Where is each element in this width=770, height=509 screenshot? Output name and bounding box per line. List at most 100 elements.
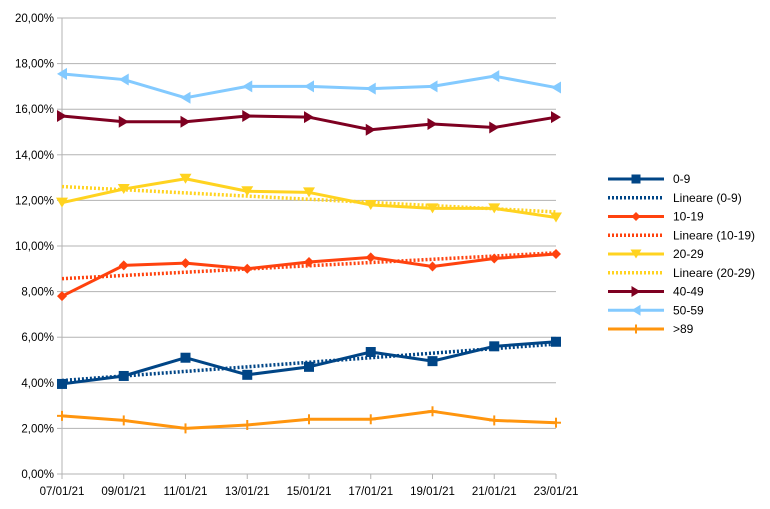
legend-label: 20-29: [673, 247, 704, 261]
series-line: [61, 177, 557, 219]
marker-triangle-right: [304, 111, 314, 124]
series: [57, 406, 561, 434]
legend-item: 50-59: [608, 303, 704, 317]
x-tick-label: 13/01/21: [225, 486, 270, 498]
y-tick-label: 4,00%: [21, 378, 54, 390]
marker-triangle-right: [631, 286, 641, 297]
legend-label: 0-9: [673, 172, 691, 186]
y-axis-ticks: 0,00% 2,00% 4,00% 6,00% 8,00% 10,00% 12,00% 14,…: [15, 13, 54, 481]
marker-plus: [489, 415, 500, 426]
marker-square: [242, 369, 253, 380]
marker-triangle-down: [117, 184, 130, 194]
marker-triangle-left: [365, 82, 376, 95]
marker-triangle-left: [180, 91, 191, 104]
marker-diamond: [118, 260, 129, 271]
marker-triangle-right: [180, 115, 191, 128]
marker-square: [57, 378, 67, 389]
legend-label: Lineare (0-9): [673, 191, 742, 205]
series: [57, 248, 561, 302]
gridlines: [62, 17, 556, 475]
marker-square: [118, 370, 129, 381]
legend-item: 40-49: [608, 285, 704, 299]
legend-item: 10-19: [608, 210, 704, 224]
series: [57, 110, 561, 136]
marker-plus: [365, 414, 376, 425]
marker-triangle-down: [303, 187, 315, 198]
marker-plus: [631, 324, 641, 334]
marker-diamond: [551, 248, 561, 259]
marker-triangle-right: [365, 123, 376, 136]
marker-triangle-left: [304, 80, 314, 93]
x-tick-label: 11/01/21: [164, 486, 208, 498]
marker-triangle-left: [489, 70, 500, 83]
legend-label: 50-59: [673, 303, 704, 317]
x-tick-label: 15/01/21: [287, 486, 332, 498]
marker-triangle-down: [364, 199, 377, 210]
legend-label: Lineare (20-29): [673, 266, 755, 280]
marker-square: [365, 347, 376, 358]
marker-triangle-down: [488, 203, 501, 214]
y-tick-label: 12,00%: [15, 195, 54, 207]
marker-triangle-right: [118, 115, 129, 128]
marker-plus: [427, 406, 438, 417]
marker-diamond: [57, 291, 67, 302]
marker-diamond: [304, 256, 314, 267]
legend-item: 20-29: [608, 247, 704, 261]
marker-triangle-down: [56, 197, 68, 208]
marker-diamond: [489, 253, 500, 264]
marker-triangle-down: [179, 173, 192, 184]
marker-triangle-left: [631, 304, 641, 316]
marker-diamond: [242, 263, 253, 274]
legend-item: Lineare (10-19): [608, 228, 755, 242]
y-tick-label: 20,00%: [15, 13, 54, 25]
marker-square: [180, 352, 191, 363]
marker-square: [551, 336, 561, 347]
x-tick-label: 17/01/21: [348, 486, 393, 498]
marker-triangle-left: [57, 67, 67, 80]
marker-plus: [180, 423, 191, 434]
legend-item: >89: [608, 322, 694, 336]
x-tick-label: 21/01/21: [472, 486, 517, 498]
legend-item: Lineare (0-9): [608, 191, 742, 205]
y-tick-label: 16,00%: [15, 104, 54, 116]
marker-diamond: [365, 252, 376, 263]
legend-label: 10-19: [673, 210, 704, 224]
marker-plus: [118, 415, 129, 426]
y-tick-label: 14,00%: [15, 150, 54, 162]
legend-item: 0-9: [608, 172, 691, 186]
legend-label: Lineare (10-19): [673, 228, 755, 242]
marker-triangle-left: [242, 80, 253, 93]
marker-square: [489, 341, 500, 352]
marker-diamond: [631, 212, 641, 221]
marker-triangle-down: [630, 249, 642, 259]
marker-plus: [551, 417, 561, 428]
marker-plus: [57, 410, 67, 421]
series: [57, 336, 561, 389]
x-axis-ticks: 07/01/21 09/01/21 11/01/21 13/01/21 15/01/21…: [40, 486, 579, 498]
x-tick-label: 07/01/21: [40, 486, 85, 498]
x-tick-label: 19/01/21: [410, 486, 455, 498]
y-tick-label: 8,00%: [21, 287, 54, 299]
marker-square: [427, 356, 438, 367]
y-tick-label: 10,00%: [15, 241, 54, 253]
y-tick-label: 6,00%: [21, 332, 54, 344]
marker-triangle-down: [426, 203, 439, 214]
y-tick-label: 2,00%: [21, 423, 54, 435]
marker-triangle-left: [551, 81, 561, 94]
trendline: [61, 251, 557, 281]
marker-diamond: [180, 258, 191, 269]
y-tick-label: 18,00%: [15, 59, 54, 71]
marker-triangle-right: [57, 110, 67, 123]
marker-triangle-down: [550, 212, 562, 223]
marker-diamond: [427, 261, 438, 272]
x-tick-label: 09/01/21: [101, 486, 146, 498]
marker-plus: [242, 419, 253, 430]
x-tick-label: 23/01/21: [534, 486, 579, 498]
marker-triangle-right: [551, 111, 561, 124]
legend-label: 40-49: [673, 285, 704, 299]
legend-label: >89: [673, 322, 694, 336]
series: [57, 67, 561, 104]
y-tick-label: 0,00%: [21, 469, 54, 481]
marker-triangle-right: [242, 110, 253, 123]
